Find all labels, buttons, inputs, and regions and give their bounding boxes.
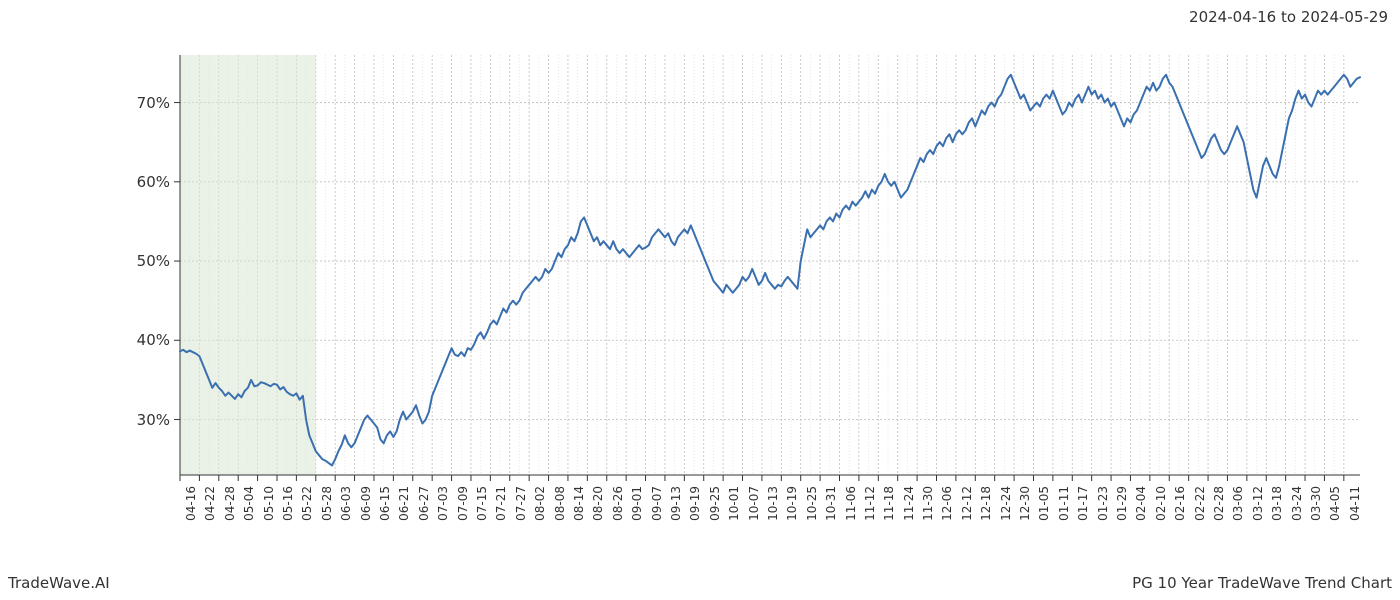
x-tick-label: 12-06 (940, 486, 954, 521)
x-tick-label: 01-11 (1057, 486, 1071, 521)
x-tick-label: 08-08 (553, 486, 567, 521)
x-tick-label: 05-28 (320, 486, 334, 521)
brand-label: TradeWave.AI (8, 574, 110, 592)
x-tick-label: 09-13 (669, 486, 683, 521)
y-tick-label: 70% (110, 94, 170, 112)
x-tick-label: 08-26 (611, 486, 625, 521)
x-tick-label: 05-10 (262, 486, 276, 521)
x-tick-label: 11-18 (882, 486, 896, 521)
x-tick-label: 10-19 (785, 486, 799, 521)
x-tick-label: 03-30 (1309, 486, 1323, 521)
chart-title: PG 10 Year TradeWave Trend Chart (1132, 574, 1392, 592)
x-tick-label: 07-27 (514, 486, 528, 521)
x-tick-label: 12-12 (960, 486, 974, 521)
x-tick-label: 04-16 (184, 486, 198, 521)
x-tick-label: 02-04 (1134, 486, 1148, 521)
x-tick-label: 07-15 (475, 486, 489, 521)
x-tick-label: 07-09 (456, 486, 470, 521)
x-tick-label: 03-12 (1251, 486, 1265, 521)
x-tick-label: 10-31 (824, 486, 838, 521)
x-tick-label: 01-17 (1076, 486, 1090, 521)
x-tick-label: 02-16 (1173, 486, 1187, 521)
x-tick-label: 02-22 (1193, 486, 1207, 521)
x-tick-label: 05-16 (281, 486, 295, 521)
x-tick-label: 11-24 (902, 486, 916, 521)
x-tick-label: 12-30 (1018, 486, 1032, 521)
x-tick-label: 03-06 (1231, 486, 1245, 521)
x-tick-label: 08-14 (572, 486, 586, 521)
x-tick-label: 06-15 (378, 486, 392, 521)
x-tick-label: 06-03 (339, 486, 353, 521)
x-tick-label: 06-27 (417, 486, 431, 521)
x-tick-label: 09-01 (630, 486, 644, 521)
x-tick-label: 10-07 (747, 486, 761, 521)
x-tick-label: 11-12 (863, 486, 877, 521)
date-range-label: 2024-04-16 to 2024-05-29 (1189, 8, 1388, 26)
plot-area (180, 55, 1360, 475)
x-tick-label: 07-03 (436, 486, 450, 521)
x-tick-label: 10-25 (805, 486, 819, 521)
x-tick-label: 12-24 (999, 486, 1013, 521)
x-tick-label: 11-30 (921, 486, 935, 521)
x-tick-label: 03-18 (1270, 486, 1284, 521)
x-tick-label: 02-28 (1212, 486, 1226, 521)
x-tick-label: 06-21 (397, 486, 411, 521)
x-tick-label: 01-23 (1096, 486, 1110, 521)
x-tick-label: 04-28 (223, 486, 237, 521)
x-tick-label: 09-25 (708, 486, 722, 521)
x-axis: 04-16 04-22 04-28 05-04 05-10 05-16 05-22 05-28… (180, 480, 1360, 560)
y-axis: 30% 40% 50% 60% 70% (110, 55, 170, 475)
x-tick-label: 07-21 (494, 486, 508, 521)
chart-svg (180, 55, 1360, 475)
x-tick-label: 02-10 (1154, 486, 1168, 521)
y-tick-label: 50% (110, 252, 170, 270)
x-tick-label: 09-19 (688, 486, 702, 521)
x-tick-label: 08-20 (591, 486, 605, 521)
x-tick-label: 04-11 (1348, 486, 1362, 521)
x-tick-label: 12-18 (979, 486, 993, 521)
x-tick-label: 06-09 (359, 486, 373, 521)
chart-container: 2024-04-16 to 2024-05-29 30% 40% 50% 60% 70%… (0, 0, 1400, 600)
y-tick-label: 40% (110, 331, 170, 349)
y-tick-label: 60% (110, 173, 170, 191)
x-tick-label: 05-22 (300, 486, 314, 521)
y-tick-label: 30% (110, 411, 170, 429)
x-tick-label: 05-04 (242, 486, 256, 521)
x-tick-label: 04-05 (1328, 486, 1342, 521)
x-tick-label: 01-29 (1115, 486, 1129, 521)
x-tick-label: 09-07 (650, 486, 664, 521)
x-tick-label: 08-02 (533, 486, 547, 521)
x-tick-label: 11-06 (844, 486, 858, 521)
x-tick-label: 10-13 (766, 486, 780, 521)
x-tick-label: 01-05 (1037, 486, 1051, 521)
x-tick-label: 04-22 (203, 486, 217, 521)
x-tick-label: 10-01 (727, 486, 741, 521)
x-tick-label: 03-24 (1290, 486, 1304, 521)
